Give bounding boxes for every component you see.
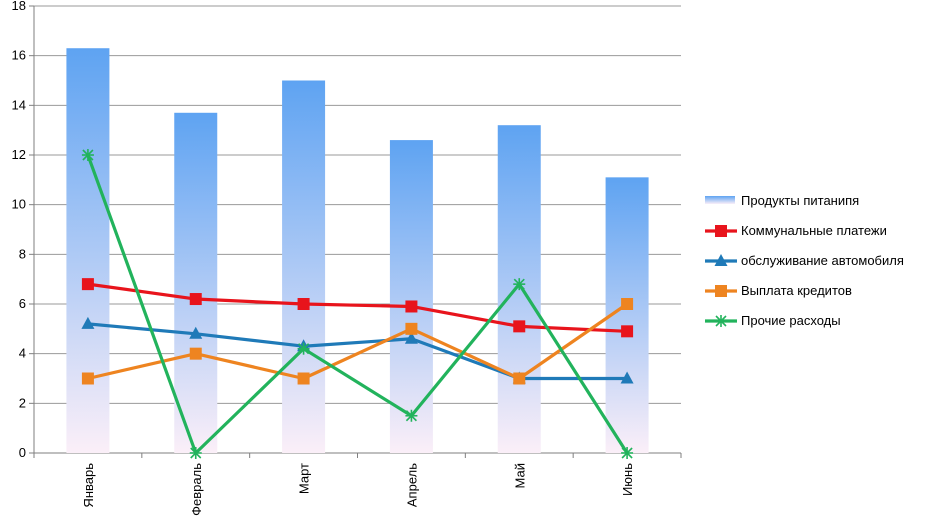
line-point	[81, 149, 94, 161]
bar	[174, 112, 218, 454]
bar	[66, 48, 110, 453]
series-line	[86, 154, 629, 455]
series-line	[87, 302, 628, 381]
line-point	[621, 298, 634, 310]
line-series	[81, 149, 634, 459]
legend: Продукты питанипя Коммунальные платежи обс…	[705, 193, 904, 328]
line-point	[405, 322, 418, 335]
line-point	[297, 342, 310, 355]
line-point	[189, 326, 203, 339]
x-tick-label: Апрель	[404, 463, 419, 507]
y-tick-label: 2	[19, 395, 26, 410]
legend-label: Продукты питанипя	[741, 193, 859, 208]
x-tick-label: Февраль	[189, 463, 204, 516]
line-point	[715, 285, 727, 297]
bar-series	[66, 48, 649, 454]
x-tick-label: Июнь	[620, 463, 635, 496]
line-point	[81, 372, 94, 385]
series-line	[87, 282, 628, 333]
line-point	[513, 372, 526, 385]
x-tick-label: Январь	[81, 463, 96, 508]
line-point	[513, 320, 526, 333]
line-point	[715, 225, 727, 237]
line-point	[189, 447, 202, 459]
series-line	[87, 322, 628, 381]
y-tick-label: 14	[12, 97, 26, 112]
tick-labels: 0 2 4 6 8 10 12 14 16 18 Январь Февраль Март Апрель Ма…	[12, 0, 636, 516]
line-point	[715, 315, 727, 327]
bar	[389, 140, 433, 453]
legend-label: Прочие расходы	[741, 313, 841, 328]
line-point	[189, 293, 202, 306]
legend-label: Выплата кредитов	[741, 283, 852, 298]
x-tick-label: Март	[297, 463, 312, 494]
legend-label: Коммунальные платежи	[741, 223, 887, 238]
y-tick-label: 0	[19, 445, 26, 460]
line-point	[621, 325, 634, 338]
x-tick-label: Май	[512, 463, 527, 488]
y-tick-label: 12	[12, 147, 26, 162]
line-point	[405, 409, 418, 422]
legend-swatch	[705, 196, 735, 204]
line-point	[620, 371, 634, 384]
legend-label: обслуживание автомобиля	[741, 253, 904, 268]
y-tick-label: 6	[19, 296, 26, 311]
y-tick-label: 10	[12, 197, 26, 212]
line-point	[621, 447, 634, 459]
line-point	[297, 372, 310, 385]
y-tick-label: 16	[12, 48, 26, 63]
y-tick-label: 4	[19, 346, 26, 361]
bar	[282, 80, 326, 453]
y-tick-label: 8	[19, 246, 26, 261]
line-point	[405, 300, 418, 313]
axes	[29, 5, 682, 458]
line-point	[297, 298, 310, 310]
line-point	[513, 278, 526, 291]
line-point	[81, 316, 95, 329]
line-point	[714, 254, 728, 266]
line-point	[81, 278, 94, 291]
line-point	[189, 347, 202, 360]
line-point	[404, 331, 418, 344]
y-tick-label: 18	[12, 0, 26, 13]
